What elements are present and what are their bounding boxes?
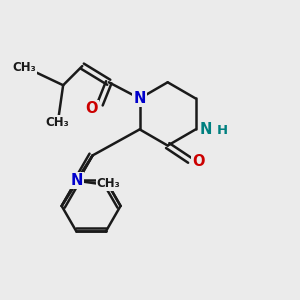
Text: N: N — [200, 122, 212, 137]
Text: O: O — [85, 101, 98, 116]
Text: H: H — [217, 124, 228, 137]
Text: CH₃: CH₃ — [12, 61, 36, 74]
Text: N: N — [134, 91, 146, 106]
Text: N: N — [70, 173, 82, 188]
Text: CH₃: CH₃ — [45, 116, 69, 128]
Text: CH₃: CH₃ — [97, 177, 120, 190]
Text: O: O — [192, 154, 205, 169]
